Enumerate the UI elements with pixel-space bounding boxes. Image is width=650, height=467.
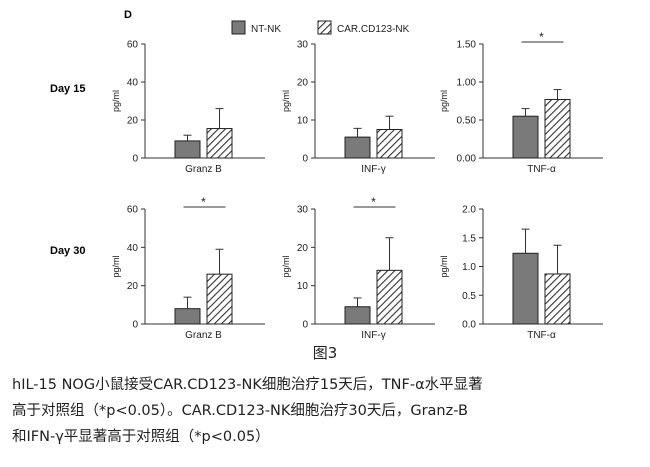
row-labels: Day 15 Day 30 <box>50 83 85 257</box>
y-tick-label: 60 <box>127 40 139 51</box>
panel-1-3: 0.00 0.50 1.00 1.50 pg/ml TNF-α * <box>439 30 603 175</box>
caption-line-3: 和IFN-γ平显著高于对照组（*p<0.05） <box>12 429 270 445</box>
y-tick-label: 1.00 <box>457 78 477 89</box>
y-tick-label: 20 <box>297 243 309 254</box>
x-category-label: INF-γ <box>361 164 385 175</box>
bar-nt-nk <box>512 115 539 159</box>
bar-nt-nk <box>344 306 371 325</box>
row-label-1: Day 15 <box>50 83 85 95</box>
row-label-2: Day 30 <box>50 245 85 257</box>
caption-line-1: hIL-15 NOG小鼠接受CAR.CD123-NK细胞治疗15天后，TNF-α… <box>12 377 483 393</box>
caption-line-2: 高于对照组（*p<0.05）。CAR.CD123-NK细胞治疗30天后，Gran… <box>12 403 468 419</box>
y-tick-label: 30 <box>297 40 309 51</box>
panel-letter: D <box>124 9 132 21</box>
figure-label: 图3 <box>312 344 338 362</box>
significance-star: * <box>371 195 376 209</box>
y-tick-label: 0.00 <box>457 154 477 165</box>
bar-nt-nk <box>174 308 201 325</box>
y-tick-label: 1.50 <box>457 40 477 51</box>
panel-1-1: 0 20 40 60 pg/ml Granz B <box>111 40 265 175</box>
legend-swatch-2 <box>317 20 332 35</box>
significance-star: * <box>201 195 206 209</box>
bar-car-cd123-nk <box>376 269 403 325</box>
y-tick-label: 0 <box>302 320 308 331</box>
legend-label-2: CAR.CD123-NK <box>337 24 410 35</box>
panel-2-2: 0 10 20 30 pg/ml INF-γ * <box>281 195 435 340</box>
bar-car-cd123-nk <box>206 128 233 159</box>
y-axis-label: pg/ml <box>111 255 121 277</box>
y-tick-label: 30 <box>297 205 309 216</box>
y-axis-label: pg/ml <box>111 90 121 112</box>
y-axis-label: pg/ml <box>281 255 291 277</box>
significance-star: * <box>539 30 544 44</box>
panel-2-3: 0.0 0.5 1.0 1.5 2.0 pg/ml TNF-α <box>439 205 603 340</box>
x-category-label: Granz B <box>185 164 222 175</box>
y-tick-label: 60 <box>127 205 139 216</box>
y-tick-label: 0.50 <box>457 116 477 127</box>
bar-nt-nk <box>512 252 539 325</box>
x-category-label: INF-γ <box>361 330 385 340</box>
y-tick-label: 10 <box>297 281 309 292</box>
legend: NT-NK CAR.CD123-NK <box>231 20 410 35</box>
x-category-label: Granz B <box>185 330 222 340</box>
panel-1-2: 0 10 20 30 pg/ml INF-γ <box>281 40 435 175</box>
y-tick-label: 0 <box>132 154 138 165</box>
x-category-label: TNF-α <box>527 164 556 175</box>
legend-label-1: NT-NK <box>251 24 281 35</box>
y-tick-label: 0 <box>302 154 308 165</box>
y-tick-label: 2.0 <box>462 205 476 216</box>
panel-2-1: 0 20 40 60 pg/ml Granz B * <box>111 195 265 340</box>
bar-nt-nk <box>174 140 201 159</box>
y-tick-label: 0.5 <box>462 291 476 302</box>
x-category-label: TNF-α <box>527 330 556 340</box>
y-axis-label: pg/ml <box>439 90 449 112</box>
y-tick-label: 40 <box>127 78 139 89</box>
legend-swatch-1 <box>231 20 246 35</box>
y-tick-label: 20 <box>127 116 139 127</box>
y-tick-label: 0 <box>132 320 138 331</box>
y-tick-label: 10 <box>297 116 309 127</box>
bar-car-cd123-nk <box>376 129 403 159</box>
y-tick-label: 0.0 <box>462 320 476 331</box>
bar-nt-nk <box>344 136 371 159</box>
y-axis-label: pg/ml <box>439 255 449 277</box>
caption: hIL-15 NOG小鼠接受CAR.CD123-NK细胞治疗15天后，TNF-α… <box>12 372 642 450</box>
y-tick-label: 1.0 <box>462 262 476 273</box>
bar-car-cd123-nk <box>206 273 233 325</box>
y-tick-label: 20 <box>127 281 139 292</box>
y-tick-label: 1.5 <box>462 233 476 244</box>
bar-car-cd123-nk <box>544 273 571 325</box>
bar-chart-figure: D NT-NK CAR.CD123-NK Day 15 Day 30 0 20 40 60… <box>50 9 603 340</box>
y-axis-label: pg/ml <box>281 90 291 112</box>
bar-car-cd123-nk <box>544 98 571 159</box>
y-tick-label: 20 <box>297 78 309 89</box>
y-tick-label: 40 <box>127 243 139 254</box>
